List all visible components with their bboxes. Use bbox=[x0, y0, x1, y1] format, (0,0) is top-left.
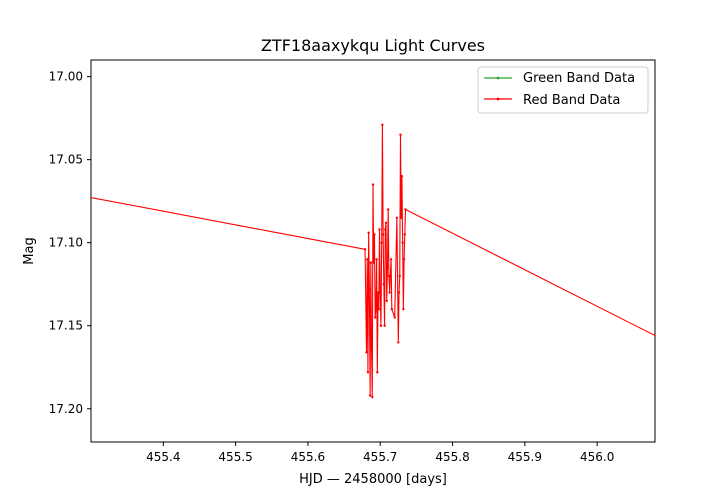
data-point bbox=[401, 241, 404, 244]
data-point bbox=[367, 231, 370, 234]
data-point bbox=[83, 195, 85, 197]
y-tick-label: 17.05 bbox=[49, 153, 83, 167]
data-point bbox=[373, 233, 376, 236]
plot-area-frame bbox=[90, 59, 656, 443]
data-point bbox=[371, 395, 374, 399]
data-point bbox=[381, 233, 385, 236]
data-point bbox=[379, 291, 382, 294]
data-point bbox=[375, 258, 378, 261]
data-point bbox=[366, 371, 370, 374]
x-tick-label: 455.8 bbox=[435, 450, 469, 464]
data-point bbox=[398, 274, 401, 278]
data-point bbox=[386, 208, 390, 211]
x-tick-label: 455.4 bbox=[146, 450, 180, 464]
data-point bbox=[393, 316, 396, 319]
data-point bbox=[379, 324, 383, 327]
series-line-1 bbox=[91, 124, 655, 398]
y-tick-label: 17.15 bbox=[49, 319, 83, 333]
y-tick-label: 17.00 bbox=[49, 70, 83, 84]
x-tick-label: 455.7 bbox=[363, 450, 397, 464]
data-point bbox=[657, 336, 659, 338]
data-point bbox=[399, 133, 402, 136]
data-point bbox=[371, 183, 375, 186]
data-point bbox=[369, 261, 373, 264]
data-point bbox=[363, 248, 367, 251]
data-point bbox=[372, 261, 375, 264]
data-point bbox=[366, 258, 369, 261]
data-point bbox=[397, 291, 401, 294]
data-point bbox=[368, 288, 371, 291]
data-point bbox=[383, 324, 386, 327]
data-point bbox=[384, 221, 388, 224]
data-point bbox=[389, 258, 393, 261]
data-point bbox=[390, 307, 393, 311]
data-point bbox=[377, 307, 380, 311]
data-point bbox=[374, 307, 378, 311]
data-point bbox=[389, 274, 392, 278]
x-axis: 455.4 455.5 455.6 455.7 455.8 455.9 456.0 bbox=[146, 442, 614, 464]
legend-label-green: Green Band Data bbox=[523, 71, 635, 86]
data-point bbox=[400, 216, 403, 219]
data-point bbox=[388, 291, 391, 294]
legend-marker-red-dot bbox=[496, 97, 500, 101]
x-tick-label: 455.6 bbox=[291, 450, 325, 464]
data-point bbox=[403, 233, 407, 236]
data-point bbox=[384, 228, 387, 231]
x-tick-label: 455.5 bbox=[218, 450, 252, 464]
data-point bbox=[402, 258, 406, 261]
data-point bbox=[365, 351, 368, 354]
data-point bbox=[376, 371, 379, 374]
data-point bbox=[386, 266, 389, 269]
x-tick-label: 455.9 bbox=[508, 450, 542, 464]
y-tick-label: 17.10 bbox=[49, 236, 83, 250]
data-point bbox=[381, 123, 384, 126]
legend-box bbox=[477, 66, 649, 114]
data-point bbox=[404, 208, 407, 211]
legend: Green Band Data Red Band Data bbox=[477, 66, 649, 114]
data-point bbox=[368, 394, 372, 397]
data-point bbox=[370, 347, 373, 351]
data-point bbox=[385, 299, 388, 303]
data-point bbox=[382, 283, 386, 286]
y-axis-label: Mag bbox=[22, 237, 37, 264]
data-point bbox=[395, 216, 399, 219]
y-axis: 17.00 17.05 17.10 17.15 17.20 bbox=[49, 70, 91, 416]
x-tick-label: 456.0 bbox=[580, 450, 614, 464]
legend-label-red: Red Band Data bbox=[523, 93, 620, 108]
data-point bbox=[378, 228, 381, 231]
y-tick-label: 17.20 bbox=[49, 402, 83, 416]
data-point bbox=[397, 341, 400, 344]
data-point bbox=[376, 291, 380, 294]
data-point bbox=[373, 316, 377, 319]
legend-marker-green-dot bbox=[496, 76, 500, 80]
chart-title: ZTF18aaxykqu Light Curves bbox=[261, 36, 485, 55]
data-point bbox=[402, 307, 405, 311]
x-axis-label: HJD — 2458000 [days] bbox=[299, 472, 447, 487]
data-point bbox=[380, 241, 383, 244]
data-point bbox=[400, 175, 404, 178]
series-layer bbox=[83, 123, 659, 399]
